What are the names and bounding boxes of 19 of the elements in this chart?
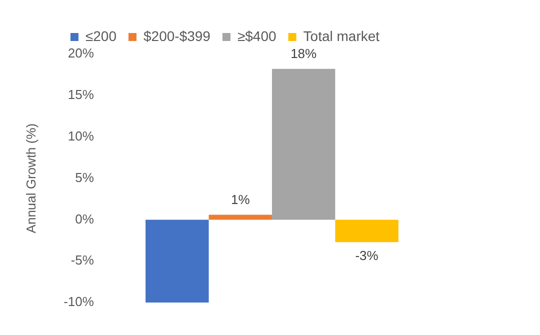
bar	[272, 68, 336, 220]
legend-label: ≥$400	[237, 28, 276, 44]
data-label: 1%	[230, 192, 250, 207]
y-tick-label: -5%	[70, 252, 94, 268]
legend-label: Total market	[303, 28, 380, 44]
y-tick-label: 20%	[68, 46, 94, 61]
y-tick-label: 15%	[68, 87, 94, 102]
bar	[208, 214, 272, 220]
legend-label: ≤200	[85, 28, 117, 44]
y-tick-label: 0%	[75, 211, 94, 226]
data-label: -3%	[355, 248, 379, 264]
y-tick-label: 10%	[68, 128, 94, 144]
bar	[146, 220, 209, 303]
y-tick-label: -10%	[64, 294, 94, 310]
y-axis-title: Annual Growth (%)	[23, 123, 38, 234]
legend-label: $200-$399	[144, 28, 211, 44]
bar	[335, 220, 398, 242]
y-tick-label: 5%	[75, 170, 94, 185]
data-label: 18%	[290, 46, 318, 61]
